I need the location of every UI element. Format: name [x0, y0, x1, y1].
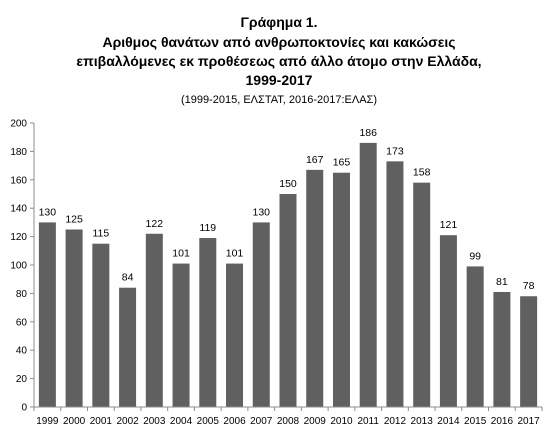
x-tick-label: 2005	[197, 416, 220, 427]
x-tick-label: 2011	[357, 416, 379, 427]
bar-2001	[92, 243, 110, 407]
y-tick-label: 100	[10, 261, 27, 272]
data-label-2004: 101	[172, 248, 190, 260]
bars: 130 125 115 84 122 101 119 101 130 150 167 165 186 17…	[39, 127, 538, 407]
x-tick-label: 2004	[170, 416, 193, 427]
y-tick-label: 20	[16, 374, 28, 385]
bar-2002	[119, 287, 137, 407]
bar-2007	[252, 222, 270, 407]
bar-2010	[332, 172, 350, 407]
y-tick-label: 40	[16, 346, 28, 357]
x-tick-label: 2015	[464, 416, 487, 427]
x-tick-label: 2001	[90, 416, 113, 427]
x-tick-label: 2008	[277, 416, 300, 427]
bar-2009	[306, 169, 324, 407]
chart-source-note: (1999-2015, ΕΛΣΤΑΤ, 2016-2017:ΕΛΑΣ)	[180, 94, 378, 106]
chart-subtitle-line-2: επιβαλλόμενες εκ προθέσεως από άλλο άτομ…	[76, 53, 482, 69]
data-label-2005: 119	[199, 222, 216, 234]
y-tick-label: 80	[16, 289, 28, 300]
x-tick-label: 2014	[437, 416, 460, 427]
data-label-2012: 173	[386, 145, 404, 157]
bar-2003	[145, 233, 163, 407]
data-label-2007: 130	[252, 206, 270, 218]
chart-subtitle-line-1: Αριθμος θανάτων από ανθρωποκτονίες και κ…	[102, 34, 456, 50]
data-label-2013: 158	[413, 167, 431, 179]
y-tick-label: 0	[21, 403, 27, 414]
x-tick-label: 2017	[518, 416, 541, 427]
bar-1999	[38, 222, 56, 407]
x-tick-label: 2000	[63, 416, 86, 427]
bar-2008	[279, 194, 297, 407]
bar-2012	[386, 161, 404, 407]
data-label-2002: 84	[122, 272, 134, 284]
chart-subtitle-line-3: 1999-2017	[245, 72, 313, 88]
y-axis: 0 20 40 60 80 100 120 140 160 180 200	[10, 119, 35, 414]
y-tick-label: 60	[16, 317, 28, 328]
y-tick-label: 140	[10, 204, 27, 215]
bar-2006	[226, 263, 244, 407]
bar-2016	[493, 291, 511, 407]
x-tick-label: 2002	[116, 416, 139, 427]
data-label-1999: 130	[39, 206, 57, 218]
x-tick-label: 2016	[491, 416, 514, 427]
data-label-2000: 125	[65, 214, 83, 226]
x-axis: 1999 2000 2001 2002 2003 2004 2005 2006 2007 2008…	[33, 406, 543, 427]
bar-2011	[359, 142, 377, 407]
data-label-2009: 167	[306, 154, 324, 166]
data-label-2001: 115	[92, 228, 109, 240]
bar-2013	[413, 182, 431, 407]
bar-2005	[199, 238, 217, 407]
chart-title: Γράφημα 1.	[240, 14, 318, 30]
y-tick-label: 160	[10, 175, 27, 186]
data-label-2003: 122	[146, 218, 164, 230]
x-tick-label: 2010	[330, 416, 353, 427]
x-tick-label: 2006	[223, 416, 246, 427]
bar-2000	[65, 229, 83, 407]
data-label-2014: 121	[440, 219, 458, 231]
x-tick-label: 2013	[411, 416, 434, 427]
data-label-2006: 101	[226, 248, 244, 260]
x-tick-label: 2009	[304, 416, 327, 427]
data-label-2010: 165	[333, 157, 351, 169]
data-label-2008: 150	[279, 178, 297, 190]
bar-2004	[172, 263, 190, 407]
bar-2017	[520, 296, 538, 407]
x-tick-label: 1999	[36, 416, 59, 427]
y-tick-label: 200	[10, 119, 27, 130]
data-label-2016: 81	[496, 276, 508, 288]
y-tick-label: 120	[10, 232, 27, 243]
y-tick-label: 180	[10, 147, 27, 158]
data-label-2017: 78	[523, 280, 535, 292]
data-label-2015: 99	[469, 250, 481, 262]
data-label-2011: 186	[359, 127, 377, 139]
bar-2015	[466, 266, 484, 407]
x-tick-label: 2003	[143, 416, 166, 427]
x-tick-label: 2012	[384, 416, 407, 427]
x-tick-label: 2007	[250, 416, 273, 427]
bar-2014	[439, 235, 457, 407]
